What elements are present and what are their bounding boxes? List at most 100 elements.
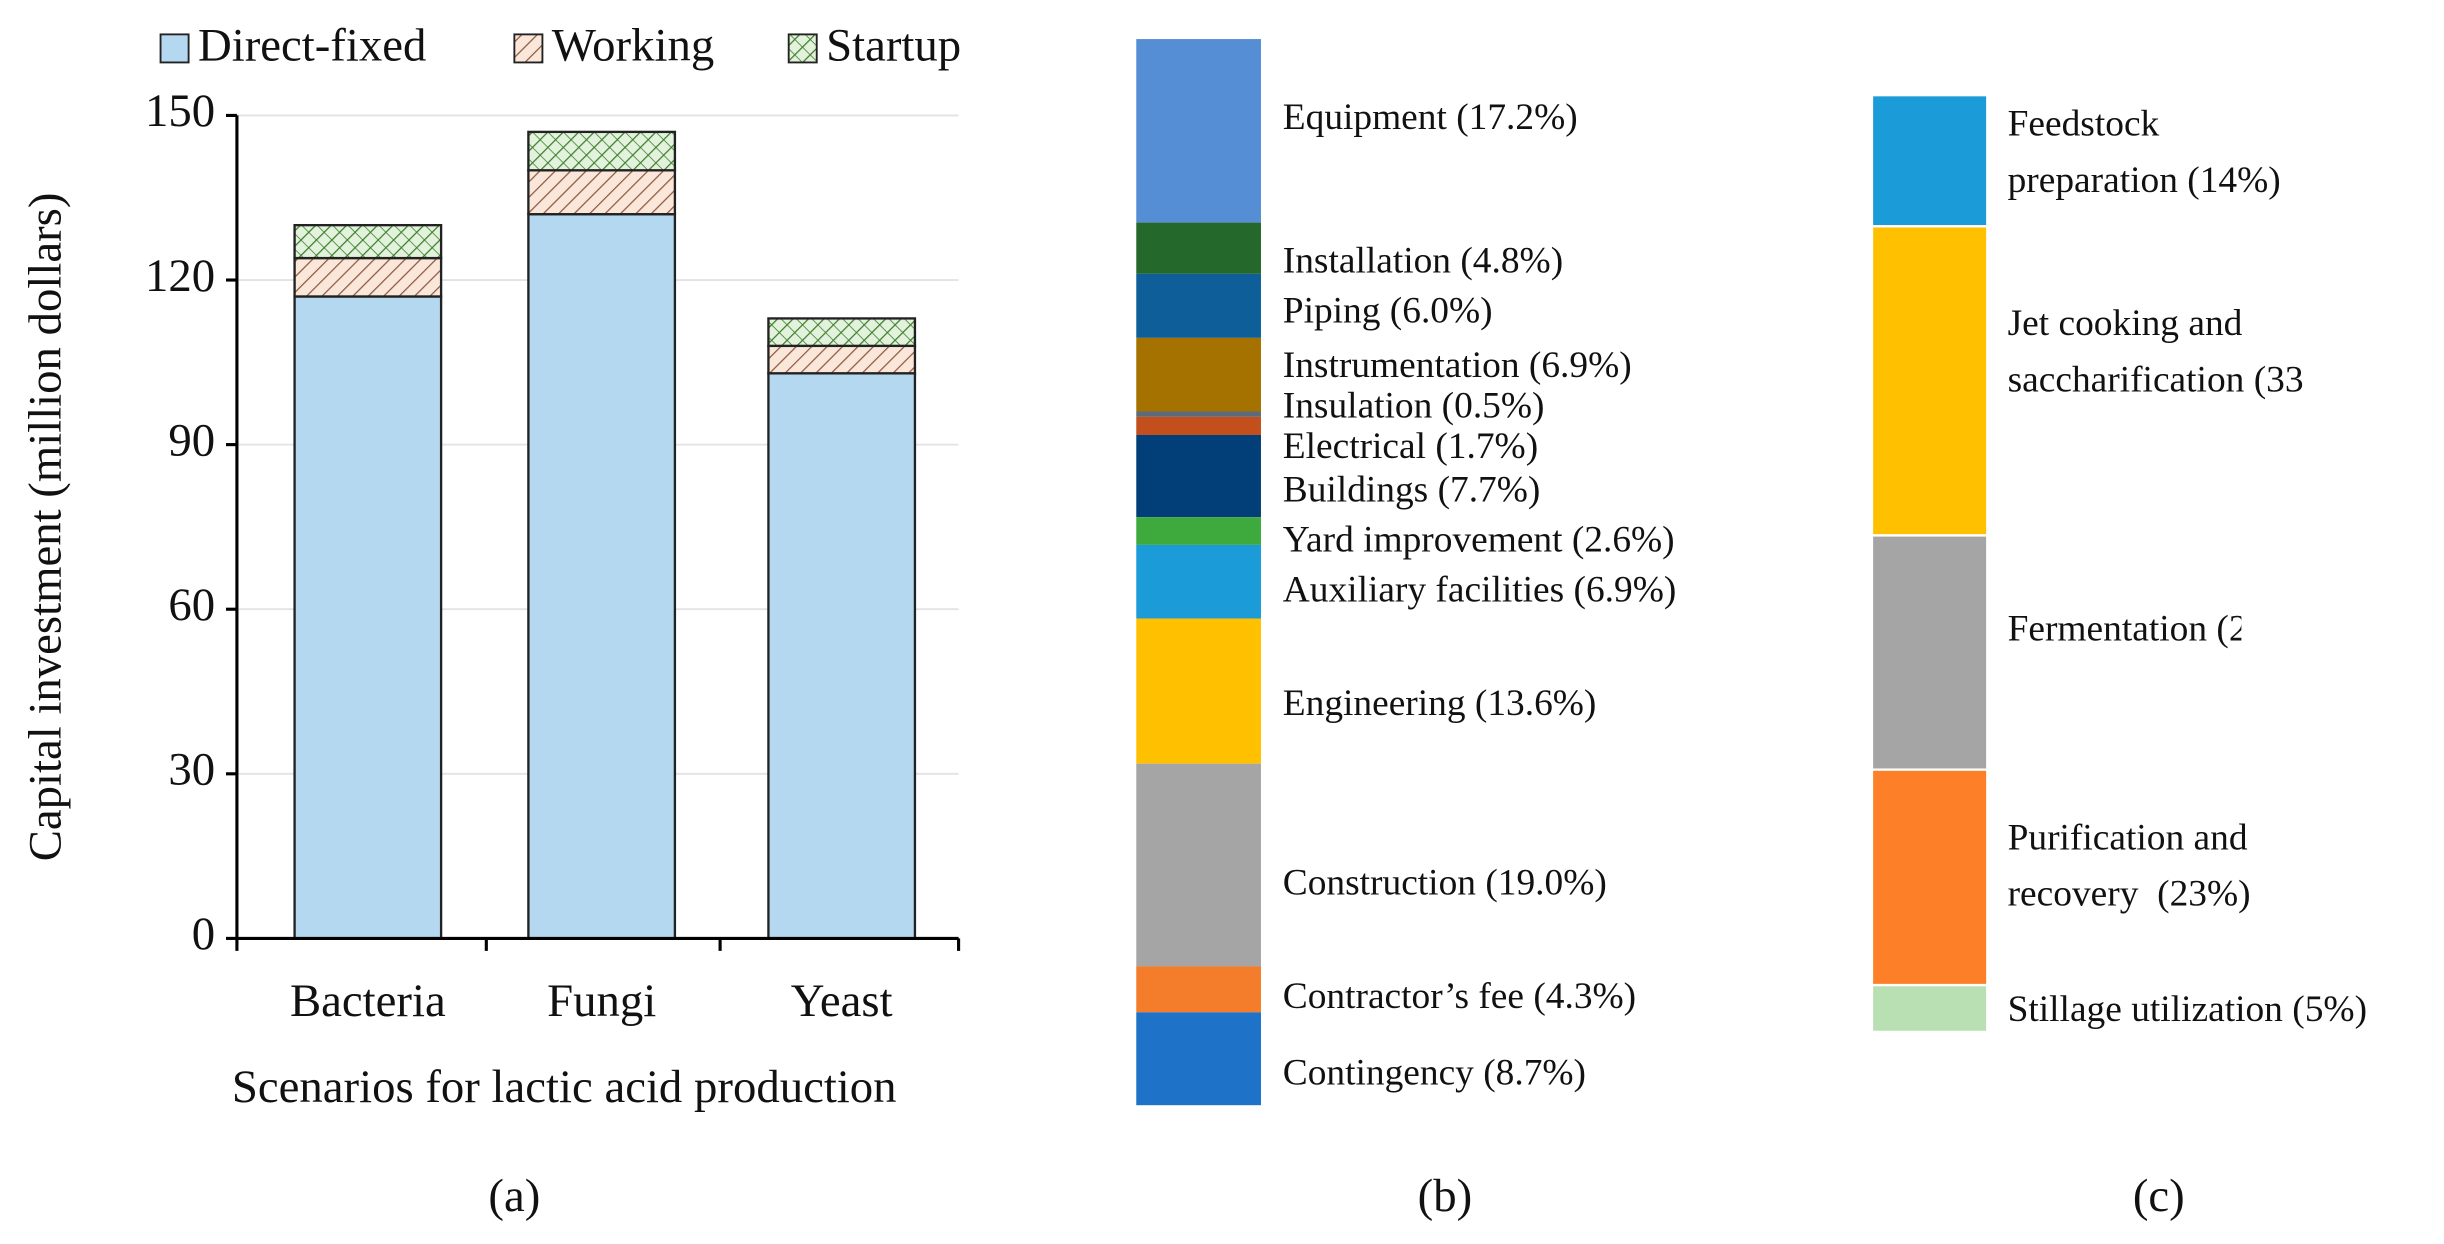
x-axis-title: Scenarios for lactic acid production xyxy=(232,1061,897,1113)
segment-label: Auxiliary facilities (6.9%) xyxy=(1283,569,1677,610)
segment xyxy=(1136,416,1261,435)
segment-value: (1.7%) xyxy=(1435,426,1538,467)
segment-value: (7.7%) xyxy=(1438,469,1541,510)
segment-name: Auxiliary facilities xyxy=(1283,569,1564,610)
segment-value: (4.3%) xyxy=(1533,976,1636,1017)
segment-label: Engineering (13.6%) xyxy=(1283,683,1597,724)
x-tick-label: Fungi xyxy=(547,975,656,1027)
segment-value: (6.0%) xyxy=(1390,290,1493,331)
segment xyxy=(1136,273,1261,338)
bar-segment xyxy=(767,344,917,375)
segment-name: Jet cooking and saccharification xyxy=(2007,304,2245,401)
segment-value: (33%) xyxy=(2253,360,2304,401)
segment-label: Piping (6.0%) xyxy=(1283,290,1493,331)
bar-segment xyxy=(527,130,677,172)
segment xyxy=(1136,411,1261,417)
segment-name: Contractor’s fee xyxy=(1283,976,1524,1017)
legend-swatch xyxy=(159,33,190,64)
segment-label: Purification and recovery (23%) xyxy=(2008,811,2304,923)
segment xyxy=(1870,225,1989,537)
segment xyxy=(1870,768,1989,987)
segment-label: Buildings (7.7%) xyxy=(1283,469,1541,510)
segment-name: Fermentation xyxy=(2007,609,2208,651)
segment-label: Equipment (17.2%) xyxy=(1283,97,1578,138)
segment-label: Jet cooking and saccharification(33%) xyxy=(2008,296,2304,408)
y-tick-label: 120 xyxy=(145,250,215,302)
segment-label: Installation (4.8%) xyxy=(1283,240,1563,281)
segment-name: Purification and recovery xyxy=(2007,818,2248,916)
segment-label-text: Fermentation (25%) xyxy=(2008,602,2242,658)
legend-label: Direct-fixed xyxy=(198,20,426,72)
segment xyxy=(1136,434,1261,518)
segment-label: Contractor’s fee (4.3%) xyxy=(1283,976,1636,1017)
x-tick-label: Yeast xyxy=(791,975,893,1027)
segment xyxy=(1136,763,1261,967)
panel-label: (a) xyxy=(488,1170,540,1222)
segment-value: (2.6%) xyxy=(1572,519,1675,560)
segment-label: Instrumentation (6.9%) xyxy=(1283,345,1632,386)
segment-value: (14%) xyxy=(2187,160,2281,202)
segment-name: Electrical xyxy=(1283,426,1426,467)
segment-name: Insulation xyxy=(1283,385,1433,426)
segment-name: Feedstock preparation xyxy=(2007,104,2178,202)
panel-label: (b) xyxy=(1418,1170,1473,1222)
segment-label: Stillage utilization (5%) xyxy=(2008,982,2444,1038)
segment-value: (5%) xyxy=(2292,989,2368,1031)
segment-value: (4.8%) xyxy=(1460,240,1563,281)
segment xyxy=(1870,93,1989,228)
segment-label: Feedstock preparation (14%) xyxy=(2007,104,2281,202)
bar-segment xyxy=(293,256,443,298)
segment-label: Yard improvement (2.6%) xyxy=(1283,519,1675,560)
y-tick-label: 30 xyxy=(168,744,215,796)
bar-segment xyxy=(527,169,677,216)
y-tick-label: 90 xyxy=(168,414,215,466)
segment-value: (17.2%) xyxy=(1456,97,1577,138)
segment-label: Fermentation (25%) xyxy=(2008,602,2242,658)
segment-label: Contingency (8.7%) xyxy=(1283,1052,1586,1093)
segment-label-text: Jet cooking and saccharification(33%) xyxy=(2008,296,2304,408)
segment-name: Buildings xyxy=(1283,469,1428,510)
segment-name: Engineering xyxy=(1283,683,1466,724)
segment-label-text: Stillage utilization (5%) xyxy=(2008,982,2444,1038)
segment-value: (13.6%) xyxy=(1475,683,1596,724)
y-tick-label: 0 xyxy=(192,908,215,960)
segment xyxy=(1870,534,1989,771)
segment-value: (25%) xyxy=(2216,609,2241,651)
segment-label: Insulation (0.5%) xyxy=(1283,385,1545,426)
segment xyxy=(1136,618,1261,764)
segment xyxy=(1136,39,1261,223)
legend-label: Startup xyxy=(826,20,961,72)
segment xyxy=(1136,517,1261,545)
x-tick-label: Bacteria xyxy=(290,975,446,1027)
segment xyxy=(1136,1012,1261,1106)
segment-name: Piping xyxy=(1283,290,1381,331)
segment-name: Equipment xyxy=(1283,97,1448,138)
segment-label-text: Purification and recovery (23%) xyxy=(2008,811,2304,923)
segment-value: (19.0%) xyxy=(1485,862,1606,903)
segment xyxy=(1136,337,1261,412)
legend-swatch xyxy=(787,33,818,64)
segment-value: (23%) xyxy=(2157,874,2251,916)
segment-value: (8.7%) xyxy=(1483,1052,1586,1093)
segment xyxy=(1870,983,1989,1034)
bar-segment xyxy=(293,295,443,940)
bar-segment xyxy=(293,223,443,260)
bar-segment xyxy=(767,372,917,940)
y-axis-title: Capital investment (million dollars) xyxy=(20,193,72,862)
legend-label: Working xyxy=(552,20,714,72)
panel-label: (c) xyxy=(2133,1170,2185,1222)
segment-label: Construction (19.0%) xyxy=(1283,862,1607,903)
segment-name: Yard improvement xyxy=(1283,519,1563,560)
segment xyxy=(1136,222,1261,274)
segment xyxy=(1136,544,1261,619)
segment-name: Stillage utilization xyxy=(2007,989,2283,1031)
segment-label: Electrical (1.7%) xyxy=(1283,426,1538,467)
bar-segment xyxy=(527,213,677,940)
segment-value: (6.9%) xyxy=(1574,569,1677,610)
segment xyxy=(1136,966,1261,1013)
segment-name: Contingency xyxy=(1283,1052,1474,1093)
bar-segment xyxy=(767,317,917,348)
segment-name: Instrumentation xyxy=(1283,345,1520,386)
